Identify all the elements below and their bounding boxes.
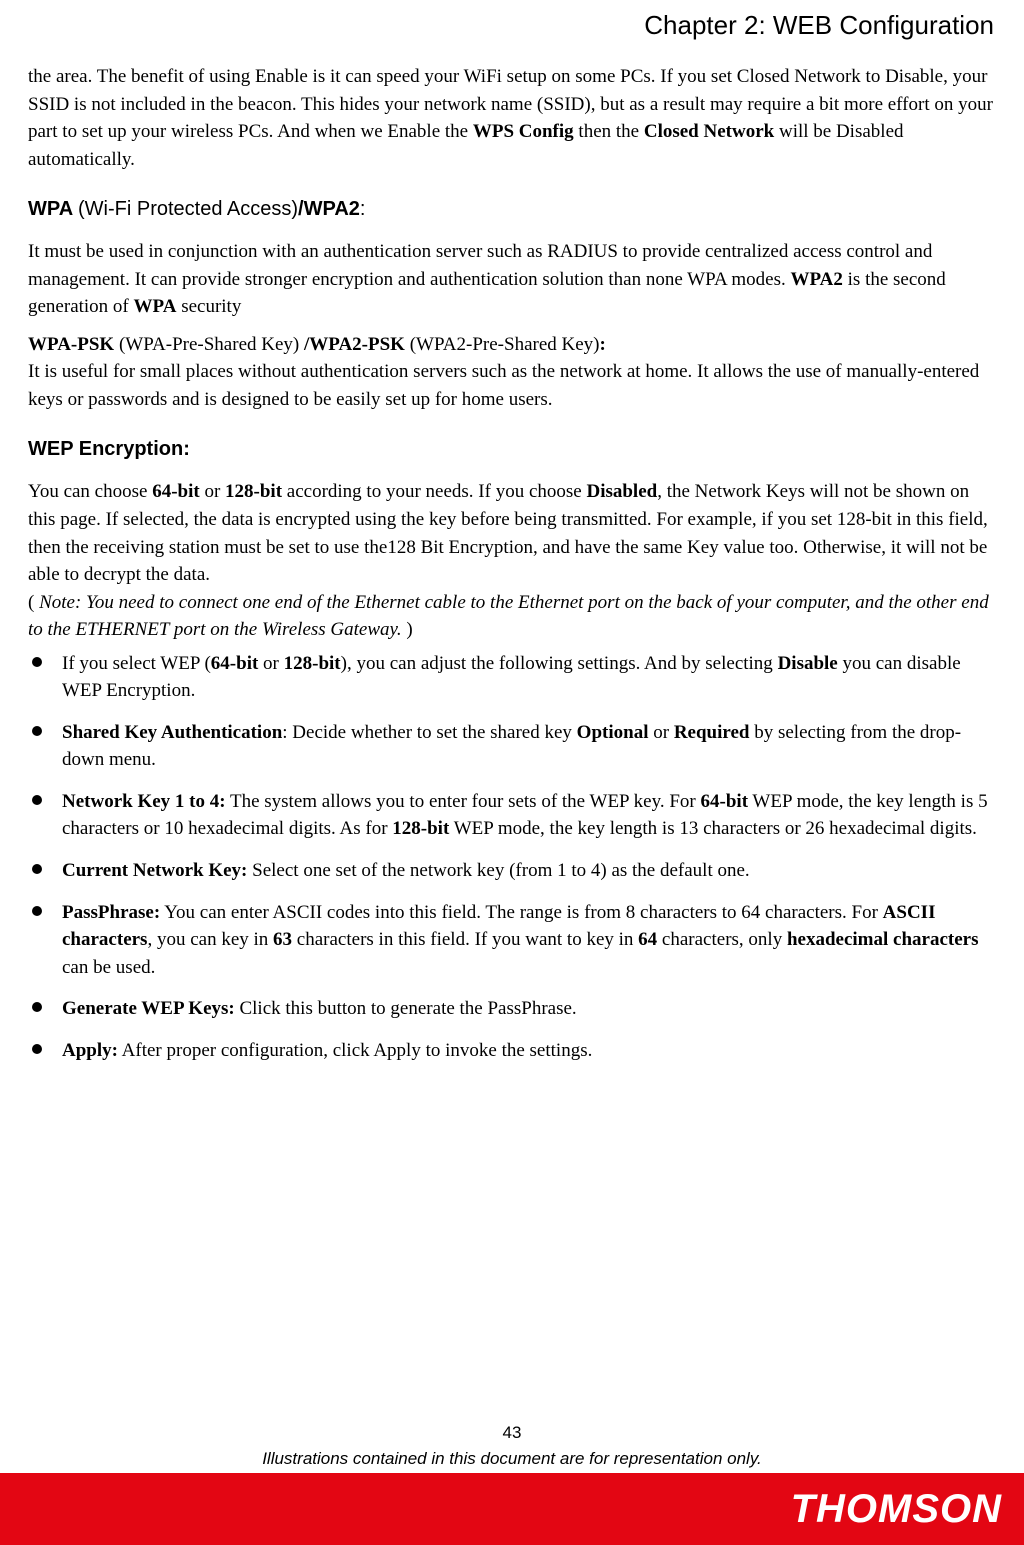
text: can be used.	[62, 957, 155, 978]
text-bold: Shared Key Authentication	[62, 722, 282, 743]
text-bold: WPS Config	[473, 121, 574, 142]
wep-paragraph: You can choose 64-bit or 128-bit accordi…	[28, 478, 996, 643]
text: security	[176, 296, 241, 317]
text: (Wi-Fi Protected Access)	[78, 198, 298, 220]
text-bold: /WPA2-PSK	[304, 334, 405, 355]
text: : Decide whether to set the shared key	[282, 722, 576, 743]
thomson-logo: THOMSON	[791, 1487, 1002, 1532]
text-bold: Closed Network	[644, 121, 774, 142]
list-item: Apply: After proper configuration, click…	[28, 1037, 996, 1065]
text: or	[258, 653, 283, 674]
text-bold: :	[600, 334, 606, 355]
footer-bar: THOMSON	[0, 1473, 1024, 1545]
text: You can enter ASCII codes into this fiel…	[160, 902, 883, 923]
footer-note: Illustrations contained in this document…	[0, 1449, 1024, 1469]
text: ), you can adjust the following settings…	[341, 653, 778, 674]
text-bold: Optional	[577, 722, 649, 743]
text-bold: 64-bit	[152, 481, 200, 502]
page-number: 43	[0, 1423, 1024, 1443]
text-bold: 64-bit	[701, 791, 749, 812]
list-item: Network Key 1 to 4: The system allows yo…	[28, 788, 996, 843]
list-item: Generate WEP Keys: Click this button to …	[28, 995, 996, 1023]
wpa-paragraph-1: It must be used in conjunction with an a…	[28, 238, 996, 321]
text: You can choose	[28, 481, 152, 502]
list-item: Shared Key Authentication: Decide whethe…	[28, 719, 996, 774]
text: After proper configuration, click Apply …	[118, 1040, 592, 1061]
text: Click this button to generate the PassPh…	[235, 998, 577, 1019]
text-bold: Required	[674, 722, 750, 743]
text-bold: WPA2	[790, 269, 842, 290]
text-bold: 128-bit	[225, 481, 282, 502]
main-content: the area. The benefit of using Enable is…	[0, 45, 1024, 1064]
text: Select one set of the network key (from …	[247, 860, 749, 881]
text: (WPA-Pre-Shared Key)	[114, 334, 304, 355]
text-bold: Network Key 1 to 4:	[62, 791, 226, 812]
text: WEP mode, the key length is 13 character…	[449, 818, 977, 839]
text: or	[648, 722, 673, 743]
text-bold: Generate WEP Keys:	[62, 998, 235, 1019]
text-bold: Current Network Key:	[62, 860, 247, 881]
text-bold: WPA	[28, 198, 78, 220]
text: according to your needs. If you choose	[282, 481, 586, 502]
wpa-paragraph-2: WPA-PSK (WPA-Pre-Shared Key) /WPA2-PSK (…	[28, 331, 996, 414]
text-bold: Disable	[778, 653, 838, 674]
wep-bullet-list: If you select WEP (64-bit or 128-bit), y…	[28, 650, 996, 1065]
text-bold: 64	[638, 929, 657, 950]
text: (WPA2-Pre-Shared Key)	[405, 334, 600, 355]
text: or	[200, 481, 225, 502]
wpa-heading: WPA (Wi-Fi Protected Access)/WPA2:	[28, 195, 996, 224]
text-bold: WPA-PSK	[28, 334, 114, 355]
text: The system allows you to enter four sets…	[226, 791, 701, 812]
text-bold: 63	[273, 929, 292, 950]
note-text: Note: You need to connect one end of the…	[28, 592, 989, 641]
text: characters in this field. If you want to…	[292, 929, 638, 950]
text: then the	[574, 121, 644, 142]
list-item: Current Network Key: Select one set of t…	[28, 857, 996, 885]
text-bold: /WPA2	[298, 198, 360, 220]
text-bold: Disabled	[586, 481, 657, 502]
text-bold: Apply:	[62, 1040, 118, 1061]
text: characters, only	[657, 929, 787, 950]
intro-paragraph: the area. The benefit of using Enable is…	[28, 63, 996, 173]
text: It is useful for small places without au…	[28, 361, 979, 410]
text: :	[360, 198, 366, 220]
text-bold: 64-bit	[211, 653, 259, 674]
text: , you can key in	[147, 929, 273, 950]
text-bold: 128-bit	[392, 818, 449, 839]
text-bold: hexadecimal characters	[787, 929, 979, 950]
text: )	[402, 619, 413, 640]
list-item: If you select WEP (64-bit or 128-bit), y…	[28, 650, 996, 705]
text: If you select WEP (	[62, 653, 211, 674]
list-item: PassPhrase: You can enter ASCII codes in…	[28, 899, 996, 982]
chapter-title: Chapter 2: WEB Configuration	[0, 0, 1024, 45]
text-bold: WPA	[134, 296, 177, 317]
text-bold: PassPhrase:	[62, 902, 160, 923]
wep-heading: WEP Encryption:	[28, 435, 996, 464]
text-bold: 128-bit	[284, 653, 341, 674]
text: (	[28, 592, 39, 613]
